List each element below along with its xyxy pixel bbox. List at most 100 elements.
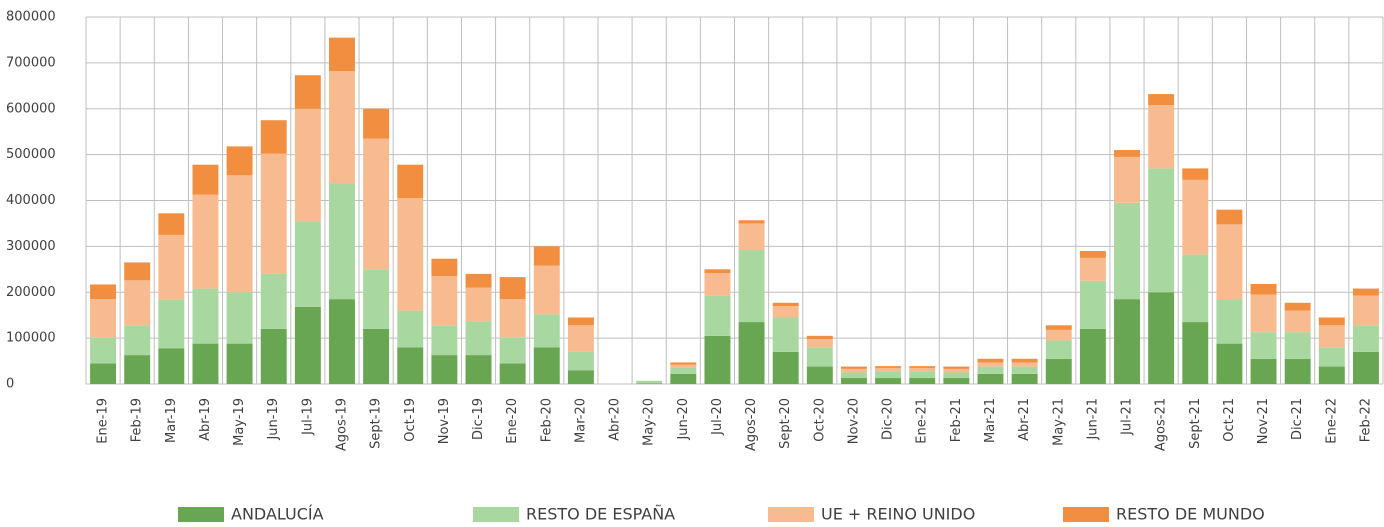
bar-segment [978,374,1004,384]
bar-segment [1080,329,1106,384]
bar-segment [534,266,560,315]
bar-segment [1182,255,1208,322]
bar-segment [363,109,389,139]
bar-segment [1046,340,1072,358]
bar-segment [1114,157,1140,203]
bar-segment [739,223,765,250]
bar-segment [431,259,457,276]
bar-segment [227,146,253,175]
bar-segment [261,120,287,153]
bar-segment [124,280,150,325]
bar-segment [841,378,867,384]
bar-segment [670,368,696,374]
x-tick-label: Feb-20 [539,398,554,442]
bar-segment [227,344,253,384]
bar-segment [773,306,799,317]
bar-segment [739,250,765,322]
x-tick-label: Sept-19 [369,398,384,449]
x-tick-label: Nov-20 [846,398,861,444]
bar-segment [1046,330,1072,341]
bar-segment [909,368,935,371]
bar-segment [192,344,218,384]
bar-segment [466,321,492,355]
bar-segment [431,276,457,325]
bar-segment [1251,295,1277,333]
bar-segment [1148,94,1174,105]
bar-segment [329,183,355,299]
x-tick-label: Oct-21 [1222,398,1237,442]
bar-segment [636,381,662,384]
x-tick-label: Nov-19 [437,398,452,444]
y-tick-label: 800000 [6,10,56,25]
bar-segment [1285,303,1311,311]
x-tick-label: Dic-20 [881,398,896,440]
x-tick-label: Jul-21 [1120,398,1135,436]
y-tick-label: 300000 [6,239,56,254]
x-tick-label: Ene-19 [96,398,111,444]
bar-segment [1285,359,1311,384]
bar-segment [295,75,321,108]
bar-segment [124,355,150,384]
bar-segment [158,348,184,384]
bar-segment [1012,374,1038,384]
bar-segment [1353,352,1379,384]
bar-segment [466,355,492,384]
y-tick-label: 500000 [6,147,56,162]
bar-segment [329,71,355,183]
bar-segment [1012,367,1038,374]
y-tick-label: 700000 [6,55,56,70]
bar-segment [192,165,218,195]
legend-swatch [473,507,519,522]
bar-segment [261,274,287,329]
bar-segment [534,246,560,265]
x-tick-label: Jul-20 [710,398,725,436]
bar-segment [1012,362,1038,366]
bar-segment [1114,150,1140,157]
bar-segment [807,347,833,366]
bar-segment [192,195,218,289]
bar-segment [295,221,321,307]
x-tick-label: May-19 [232,398,247,446]
bar-segment [192,289,218,344]
bar-segment [807,367,833,384]
legend-label: ANDALUCÍA [231,505,324,524]
bar-segment [1148,105,1174,168]
bar-segment [1216,299,1242,343]
legend-label: RESTO DE ESPAÑA [526,505,675,524]
x-tick-label: Feb-21 [949,398,964,442]
bar-segment [841,369,867,373]
x-tick-label: Ene-22 [1324,398,1339,444]
y-tick-label: 200000 [6,285,56,300]
bar-segment [261,154,287,274]
bar-segment [227,292,253,343]
bar-segment [670,374,696,384]
bar-segment [1182,168,1208,179]
bar-segment [90,363,116,384]
x-tick-label: Ene-20 [505,398,520,444]
x-tick-label: Feb-22 [1358,398,1373,442]
bar-segment [739,322,765,384]
x-tick-label: Ene-21 [915,398,930,444]
y-tick-label: 400000 [6,193,56,208]
bar-segment [1046,359,1072,384]
x-tick-label: May-20 [642,398,657,446]
bar-segment [1216,344,1242,384]
x-tick-label: Jul-19 [300,398,315,436]
bar-segment [295,307,321,384]
bar-segment [466,274,492,288]
x-tick-label: Dic-19 [471,398,486,440]
bar-segment [1353,325,1379,352]
bar-segment [1353,289,1379,296]
bar-segment [1148,168,1174,292]
bar-segment [875,378,901,384]
x-tick-label: Abr-20 [608,398,623,441]
bar-segment [363,269,389,329]
x-tick-label: Agos-19 [334,398,349,451]
bar-segment [807,339,833,347]
x-tick-label: Oct-19 [403,398,418,442]
bar-segment [261,329,287,384]
x-tick-label: Oct-20 [812,398,827,442]
bar-segment [704,269,730,273]
bar-segment [943,378,969,384]
bar-segment [500,299,526,337]
